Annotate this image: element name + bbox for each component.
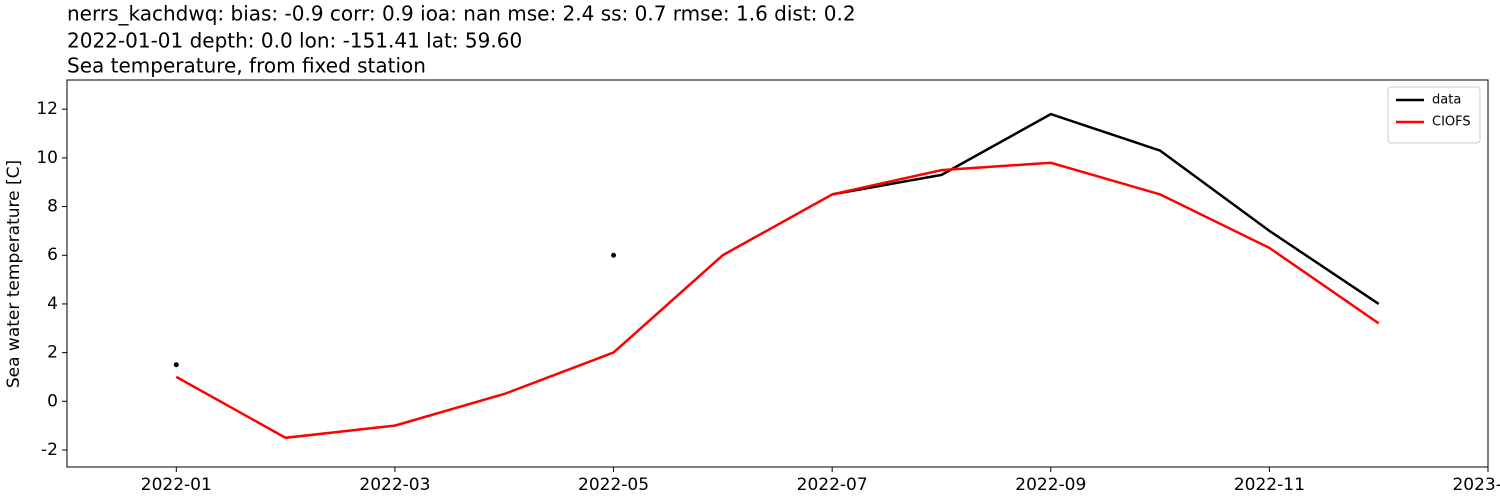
y-tick-label: 8 xyxy=(47,197,58,217)
data-point xyxy=(611,252,617,258)
legend-label: CIOFS xyxy=(1432,115,1471,130)
series-line xyxy=(175,161,1380,440)
y-tick-label: 10 xyxy=(36,148,58,168)
title-line: Sea temperature, from fixed station xyxy=(67,54,426,78)
x-tick-label: 2022-07 xyxy=(797,475,868,495)
y-tick-label: 4 xyxy=(47,294,58,314)
y-tick-label: -2 xyxy=(41,440,58,460)
data-point xyxy=(173,362,179,368)
title-line: 2022-01-01 depth: 0.0 lon: -151.41 lat: … xyxy=(67,29,522,53)
x-tick-label: 2022-01 xyxy=(141,475,212,495)
plot-frame xyxy=(66,79,1489,468)
x-tick-label: 2022-11 xyxy=(1234,475,1305,495)
x-tick-label: 2022-03 xyxy=(359,475,430,495)
title-line: nerrs_kachdwq: bias: -0.9 corr: 0.9 ioa:… xyxy=(67,2,856,26)
y-tick-label: 6 xyxy=(47,245,58,265)
y-tick-label: 2 xyxy=(47,343,58,363)
x-tick-label: 2022-09 xyxy=(1015,475,1086,495)
x-tick-label: 2023-01 xyxy=(1452,475,1500,495)
y-axis-label: Sea water temperature [C] xyxy=(4,160,24,388)
series-line xyxy=(831,112,1380,305)
x-tick-label: 2022-05 xyxy=(578,475,649,495)
legend-label: data xyxy=(1432,93,1461,108)
y-tick-label: 12 xyxy=(36,99,58,119)
y-tick-label: 0 xyxy=(47,391,58,411)
